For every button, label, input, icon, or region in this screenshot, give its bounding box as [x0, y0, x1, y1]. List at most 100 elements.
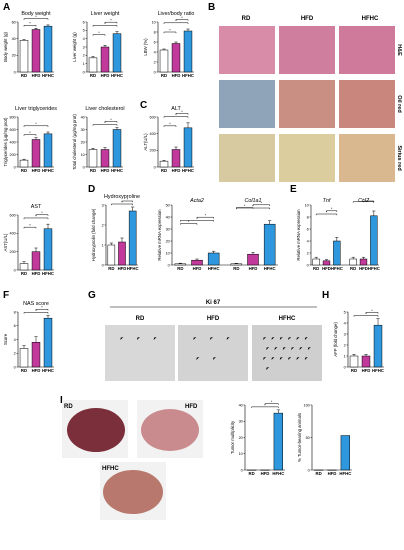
afp-ytick-label-0: 0	[344, 365, 346, 369]
afp-cat-1: HFD	[362, 368, 371, 373]
liver-cholesterol-cat-0: RD	[90, 168, 96, 173]
liver-cholesterol-ytick-label-0: 0	[83, 165, 85, 169]
ast-bar-0	[19, 263, 29, 271]
alt-bar-0	[159, 160, 169, 168]
panel-label-c: C	[140, 100, 147, 111]
hydroxyproline-cat-2: HFHC	[127, 266, 139, 271]
inflammation-genes-cat-2: HFHC	[331, 266, 343, 271]
liver-weight-cat-0: RD	[90, 73, 96, 78]
liver-weight-sig-star-0: *	[98, 31, 100, 35]
chart-ast: 0 200 400 600 AST(U/L) AST RD HFD HFHC * * *	[3, 204, 54, 276]
ki67-arrow-2-6	[266, 347, 270, 350]
panel-label-d: D	[88, 184, 95, 195]
fibrosis-genes-sig-star-3: *	[252, 204, 254, 208]
fibrosis-genes-bar-4	[247, 253, 259, 266]
tumor-multiplicity-ytick-label-0: 0	[241, 468, 243, 472]
liver-triglycerides-sig-star-1: *	[35, 122, 37, 126]
hydroxyproline-bar-1	[118, 241, 126, 266]
fibrosis-genes-cat-1: HFD	[193, 266, 202, 271]
body-weight-cat-0: RD	[21, 73, 27, 78]
ki67-arrow-0-0	[120, 337, 124, 340]
hydroxyproline-sig-star-0: *	[121, 200, 123, 204]
alt-bar-2	[183, 127, 193, 168]
liver-body-ratio-ytick-label-3: 6	[154, 40, 156, 44]
ast-ytick-label-0: 0	[14, 268, 16, 272]
liver-cholesterol-ytick-label-4: 40	[81, 115, 85, 119]
ki67-col-hfhc: HFHC	[279, 316, 296, 322]
alt-cat-2: HFHC	[182, 168, 194, 173]
inflammation-genes-group-0: Tnf	[323, 198, 331, 204]
fibrosis-genes-sig-star-5: *	[244, 204, 246, 208]
alt-ytick-label-1: 200	[149, 149, 155, 153]
liver-body-ratio-ytick-label-4: 8	[154, 30, 156, 34]
chart-liver-cholesterol: 0 10 20 30 40 Total cholesterol (μg/mg prot) L…	[72, 106, 125, 173]
afp-ytick-label-3: 3	[344, 332, 346, 336]
liver-weight-ylabel: Liver weight (g)	[72, 32, 77, 62]
ast-title: AST	[31, 204, 42, 210]
body-weight-ylabel: Body weight (g)	[3, 32, 8, 62]
ki67-arrow-1-4	[213, 357, 216, 360]
liver-weight-title: Liver weight	[91, 11, 120, 17]
chart-body-weight: 0 20 40 60 Body weight (g) Body weight RD HFD HF…	[3, 11, 54, 78]
liver-weight-ytick-label-5: 5	[83, 29, 85, 33]
hydroxyproline-ytick-label-1: 1	[102, 243, 104, 247]
liver-body-ratio-bar-0	[159, 49, 169, 73]
ki67-rd-image	[105, 325, 175, 381]
ki67-arrow-2-11	[307, 347, 311, 350]
liver-triglycerides-bar-1	[31, 139, 41, 168]
liver-triglycerides-bar-2	[43, 133, 53, 168]
alt-bar-1	[171, 149, 181, 168]
ast-sig-star-2: *	[41, 211, 43, 215]
alt-ylabel: ALT(U/L)	[143, 133, 148, 151]
fibrosis-genes-ytick-label-5: 50	[166, 203, 170, 207]
histo-col-hfd: HFD	[301, 16, 314, 22]
fibrosis-genes-group-1: Col1a1	[244, 198, 261, 204]
fibrosis-genes-sig-star-0: *	[188, 220, 190, 224]
he-hfhc-image	[339, 26, 395, 74]
ki67-arrow-1-0	[193, 337, 197, 340]
chart-hydroxyproline: 0 1 2 3 Hydroxyprolin (fold change) Hydroxypr…	[91, 194, 140, 271]
liver-weight-sig-star-2: *	[110, 19, 112, 23]
tumor-bearing-ytick-label-2: 100	[303, 403, 309, 407]
sirius-hfhc-image	[339, 134, 395, 182]
fibrosis-genes-cat-5: HFHC	[264, 266, 276, 271]
tumor-bearing-cat-0: RD	[316, 471, 322, 476]
body-weight-ytick-label-3: 60	[12, 20, 16, 24]
liver-cholesterol-bar-1	[100, 149, 110, 168]
liver-weight-ytick-label-4: 4	[83, 37, 85, 41]
tumor-multiplicity-cat-0: RD	[249, 471, 255, 476]
liver-body-ratio-sig-star-0: *	[169, 28, 171, 32]
alt-title: ALT	[171, 106, 181, 112]
oil-hfhc-image	[339, 80, 395, 128]
liver-weight-ytick-label-0: 0	[83, 70, 85, 74]
fibrosis-genes-ylabel: Relative mRNA expression	[157, 209, 162, 261]
afp-bar-0	[349, 355, 359, 368]
liver-weight-ytick-label-3: 3	[83, 45, 85, 49]
liver-rd-photo	[67, 408, 125, 452]
liver-body-ratio-cat-0: RD	[161, 73, 167, 78]
inflammation-genes-cat-1: HFD	[322, 266, 331, 271]
liver-cholesterol-bar-2	[112, 129, 122, 168]
liver-cholesterol-ytick-label-2: 20	[81, 140, 85, 144]
oil-rd-image	[219, 80, 275, 128]
afp-ytick-label-5: 5	[344, 310, 346, 314]
ast-ytick-label-2: 400	[9, 232, 15, 236]
liver-triglycerides-ytick-label-0: 0	[14, 165, 16, 169]
liver-triglycerides-cat-0: RD	[21, 168, 27, 173]
panel-label-e: E	[290, 184, 297, 195]
liver-triglycerides-sig-star-0: *	[29, 131, 31, 135]
chart-alt: 0 200 400 600 ALT(U/L) ALT RD HFD HFHC * * *	[143, 106, 194, 173]
alt-cat-1: HFD	[172, 168, 181, 173]
tumor-bearing-ylabel: % Tumor-bearing animals	[297, 413, 302, 462]
ast-cat-0: RD	[21, 271, 27, 276]
ast-ylabel: AST(U/L)	[3, 233, 8, 251]
liver-hfd-photo	[141, 409, 199, 451]
ki67-hfhc-image	[252, 325, 322, 381]
ki67-hfd-image	[178, 325, 248, 381]
he-hfd-image	[279, 26, 335, 74]
nas-score-ytick-label-3: 6	[14, 324, 16, 328]
tumor-multiplicity-sig-star-0: *	[264, 403, 266, 407]
liver-body-ratio-ytick-label-5: 10	[152, 20, 156, 24]
hydroxyproline-bar-0	[107, 244, 116, 266]
nas-score-sig-star-0: *	[35, 309, 37, 313]
